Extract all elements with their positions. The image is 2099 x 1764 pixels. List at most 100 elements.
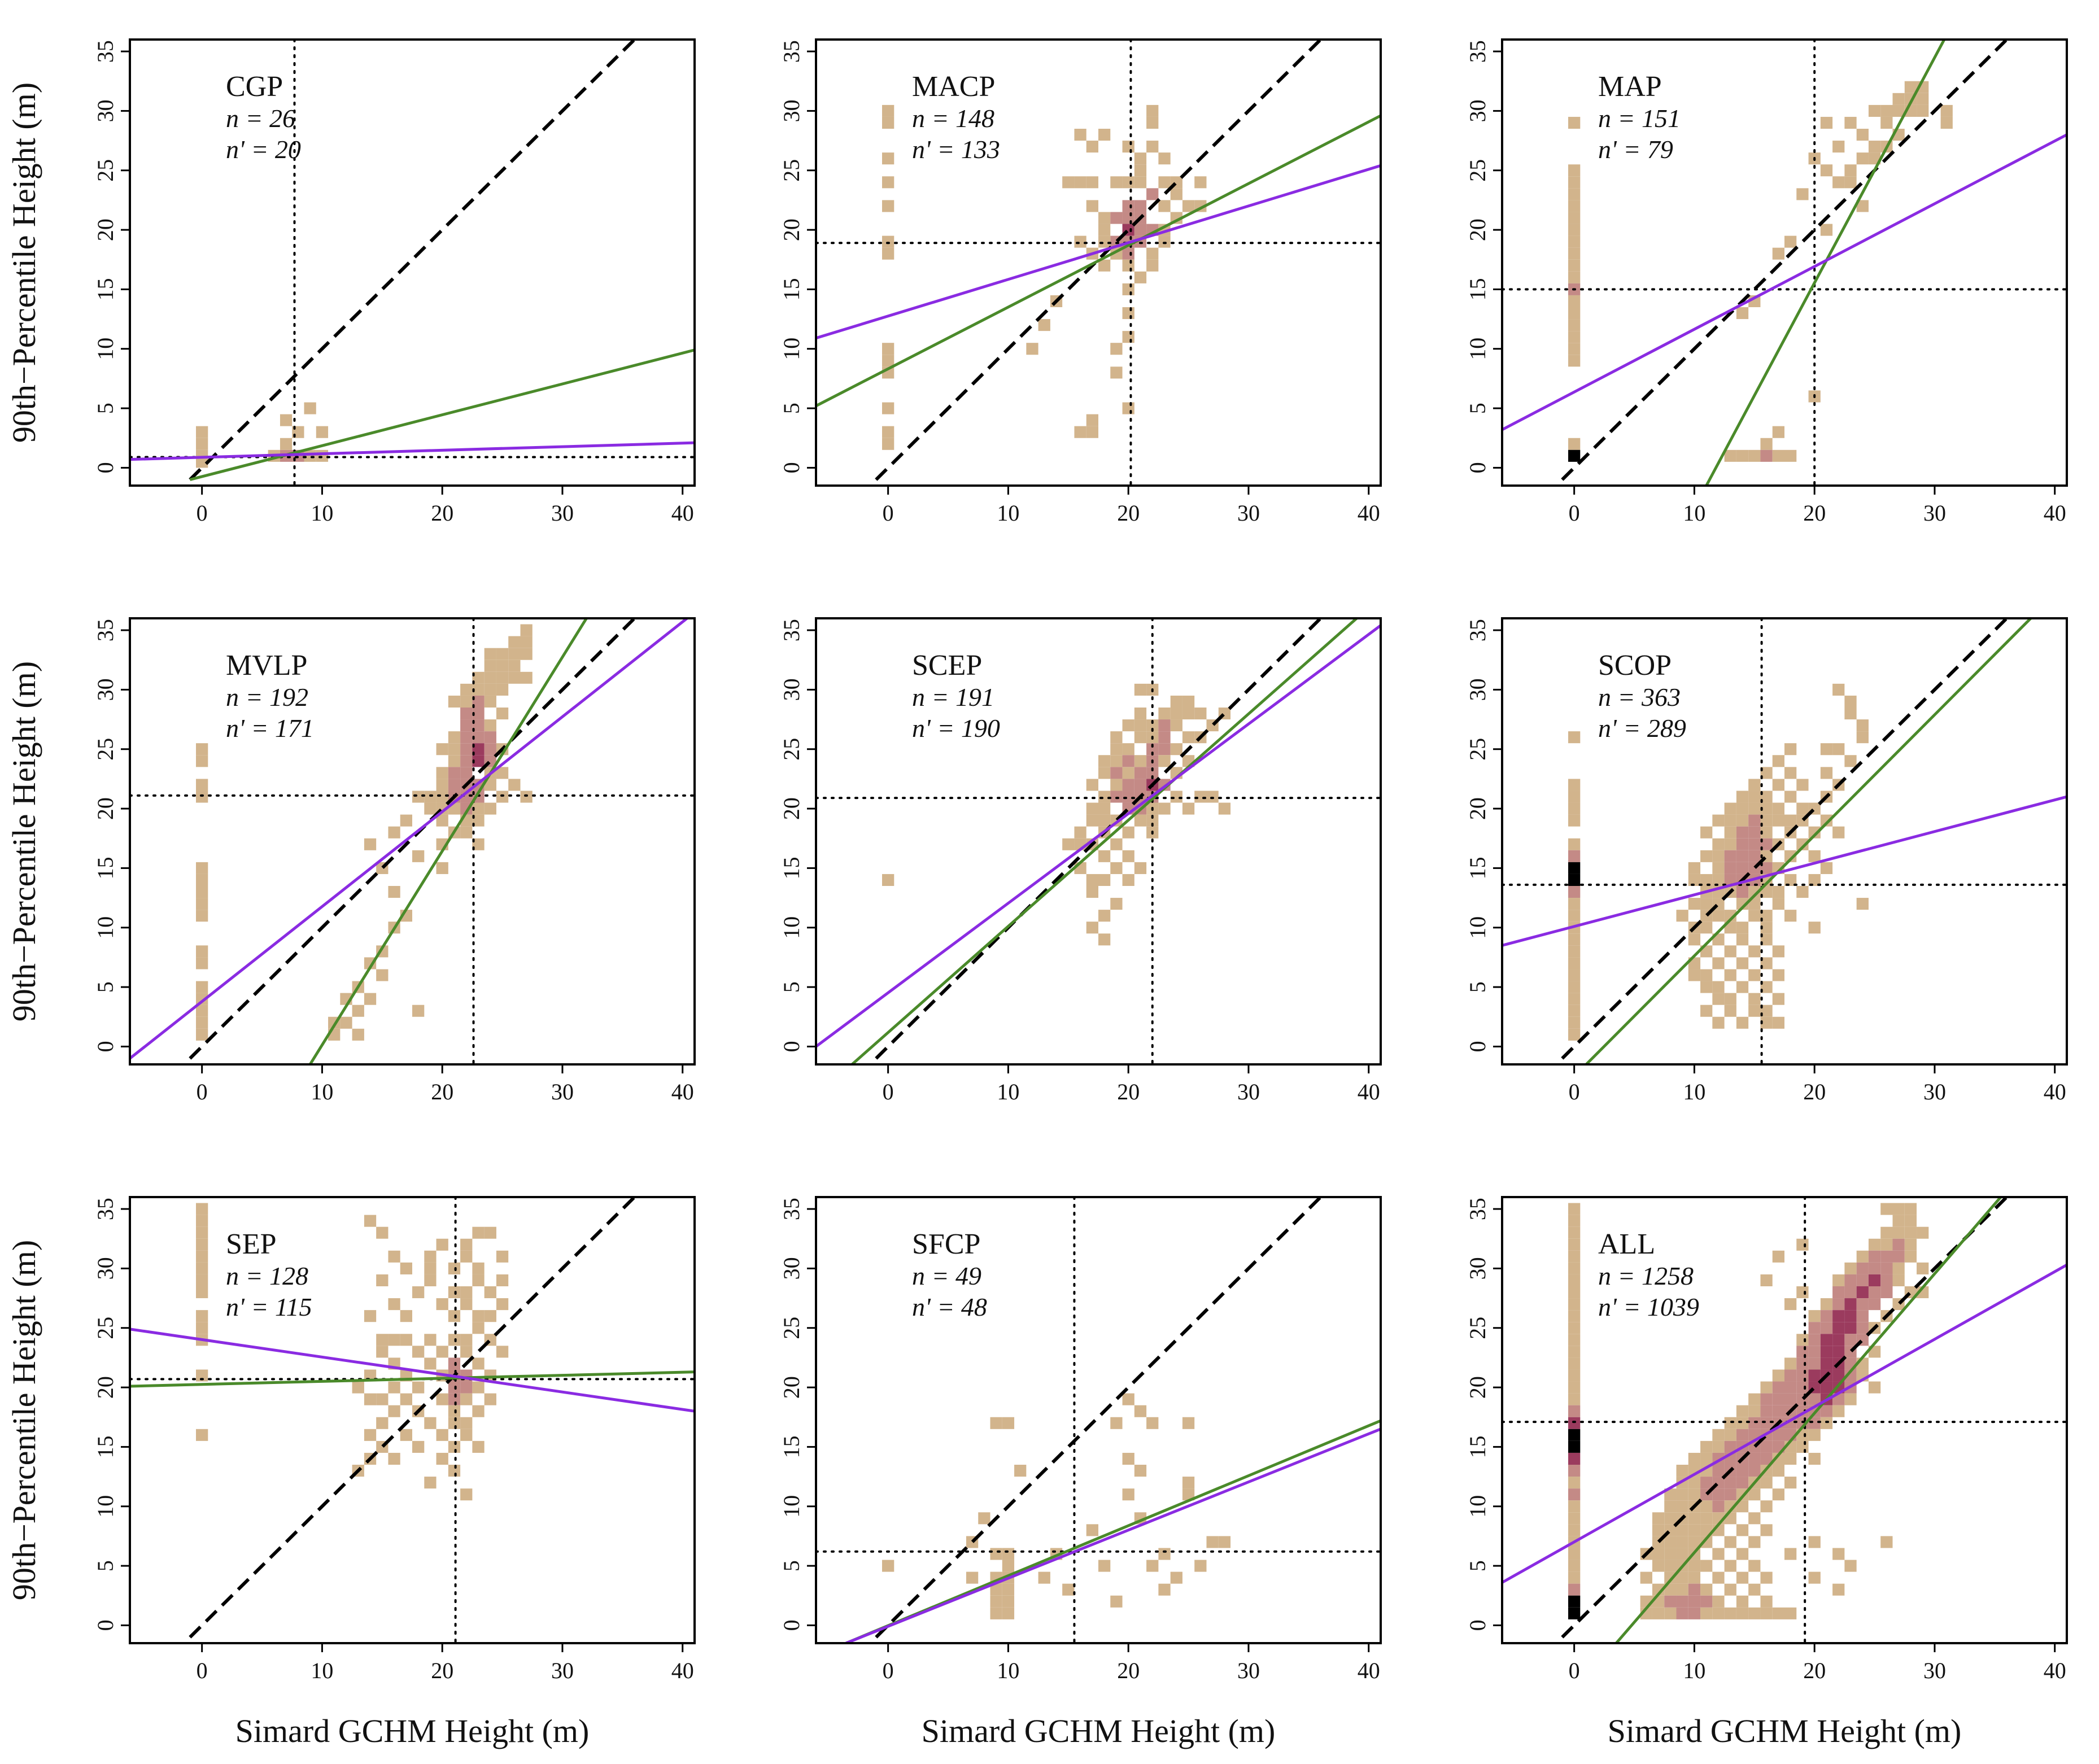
histogram-bin (1568, 1452, 1581, 1465)
panel-n-count: n = 192 (226, 683, 308, 711)
histogram-bin (424, 1250, 437, 1263)
histogram-bin (1856, 1262, 1869, 1274)
histogram-bin (196, 1005, 208, 1017)
x-tick-label: 20 (1117, 1658, 1140, 1683)
y-tick-label: 0 (93, 1619, 118, 1631)
histogram-bin (388, 1405, 400, 1417)
histogram-bin (1568, 1310, 1581, 1322)
histogram-bin (1832, 1298, 1845, 1311)
histogram-bin (1832, 1310, 1845, 1322)
histogram-bin (1712, 1429, 1725, 1441)
histogram-bin (436, 1429, 448, 1441)
histogram-bin (1772, 1369, 1784, 1382)
histogram-bin (1784, 1298, 1797, 1311)
histogram-bin (1074, 826, 1086, 839)
histogram-bin (412, 1440, 425, 1453)
histogram-bin (1784, 850, 1797, 862)
histogram-bin (448, 731, 461, 744)
histogram-bin (1760, 1607, 1773, 1619)
histogram-bin (1917, 104, 1929, 117)
y-tick-label: 25 (1465, 159, 1490, 182)
histogram-bin (196, 1238, 208, 1251)
histogram-bin (1796, 1381, 1809, 1394)
histogram-bin (1808, 1417, 1821, 1429)
histogram-bin (196, 438, 208, 450)
histogram-bin (400, 1334, 412, 1346)
histogram-bin (1568, 449, 1581, 462)
histogram-bin (1892, 104, 1905, 117)
histogram-bin (388, 1381, 400, 1394)
plot-area (1502, 1197, 2067, 1643)
histogram-bin (496, 1298, 509, 1311)
histogram-bin (400, 1393, 412, 1405)
histogram-bin (1688, 933, 1701, 946)
purple-fit-line (1502, 795, 2067, 947)
histogram-bin (1122, 1452, 1134, 1465)
histogram-bin (1820, 1417, 1833, 1429)
histogram-bin (1568, 307, 1581, 320)
histogram-bin (1832, 1274, 1845, 1286)
histogram-bin (1134, 152, 1147, 165)
histogram-bin (1062, 176, 1075, 189)
histogram-bin (1820, 1405, 1833, 1417)
x-tick-label: 30 (1923, 1079, 1946, 1104)
x-tick-label: 20 (1117, 1079, 1140, 1104)
histogram-bin (448, 1417, 461, 1429)
histogram-bin (1784, 1452, 1797, 1465)
histogram-bin (376, 1417, 389, 1429)
histogram-bin (1146, 188, 1159, 200)
histogram-bin (1568, 1583, 1581, 1596)
plot-area (816, 40, 1381, 486)
histogram-bin (304, 449, 316, 462)
panel-title: SCOP (1598, 649, 1672, 682)
purple-fit-line (845, 1427, 1381, 1643)
histogram-bin (424, 1417, 437, 1429)
histogram-bin (1748, 850, 1761, 862)
histogram-bin (1568, 1322, 1581, 1334)
y-tick-label: 5 (1465, 1560, 1490, 1571)
histogram-bin (1736, 850, 1749, 862)
histogram-bin (1568, 1238, 1581, 1251)
histogram-bin (1748, 1488, 1761, 1501)
x-tick-label: 0 (883, 500, 894, 526)
y-tick-label: 10 (1465, 1495, 1490, 1518)
histogram-bin (1736, 1417, 1749, 1429)
histogram-bin (1748, 1465, 1761, 1477)
histogram-bin (1892, 1262, 1905, 1274)
histogram-bin (364, 838, 377, 850)
histogram-bin (1844, 708, 1857, 720)
histogram-bin (1158, 235, 1171, 248)
identity-line (1561, 1197, 2009, 1639)
histogram-bin (1122, 791, 1134, 803)
histogram-bin (1760, 1274, 1773, 1286)
y-tick-label: 35 (1465, 619, 1490, 641)
histogram-bin (1772, 1381, 1784, 1394)
histogram-bin (1712, 814, 1725, 827)
histogram-bin (1086, 874, 1098, 886)
histogram-bin (1712, 1607, 1725, 1619)
histogram-bin (1568, 1560, 1581, 1572)
histogram-bin (990, 1417, 1002, 1429)
x-tick-label: 40 (671, 1079, 694, 1104)
x-tick-label: 40 (671, 1658, 694, 1683)
histogram-bin (460, 1393, 473, 1405)
histogram-bin (1194, 176, 1207, 189)
histogram-bin (1098, 814, 1111, 827)
histogram-bin (364, 993, 377, 1005)
histogram-bin (1158, 176, 1171, 189)
histogram-bin (484, 660, 496, 672)
y-tick-label: 35 (779, 40, 804, 63)
plot-area (816, 1197, 1381, 1643)
histogram-bin (1772, 1488, 1784, 1501)
histogram-bin (1748, 898, 1761, 910)
histogram-bin (1110, 779, 1123, 791)
histogram-bin (1856, 1274, 1869, 1286)
histogram-bin (484, 719, 496, 732)
histogram-bin (1868, 1238, 1881, 1251)
histogram-bin (1652, 1548, 1665, 1560)
histogram-bin (1844, 116, 1857, 129)
histogram-bin (1880, 1536, 1893, 1548)
histogram-bin (472, 695, 485, 708)
histogram-bin (1772, 1250, 1784, 1263)
